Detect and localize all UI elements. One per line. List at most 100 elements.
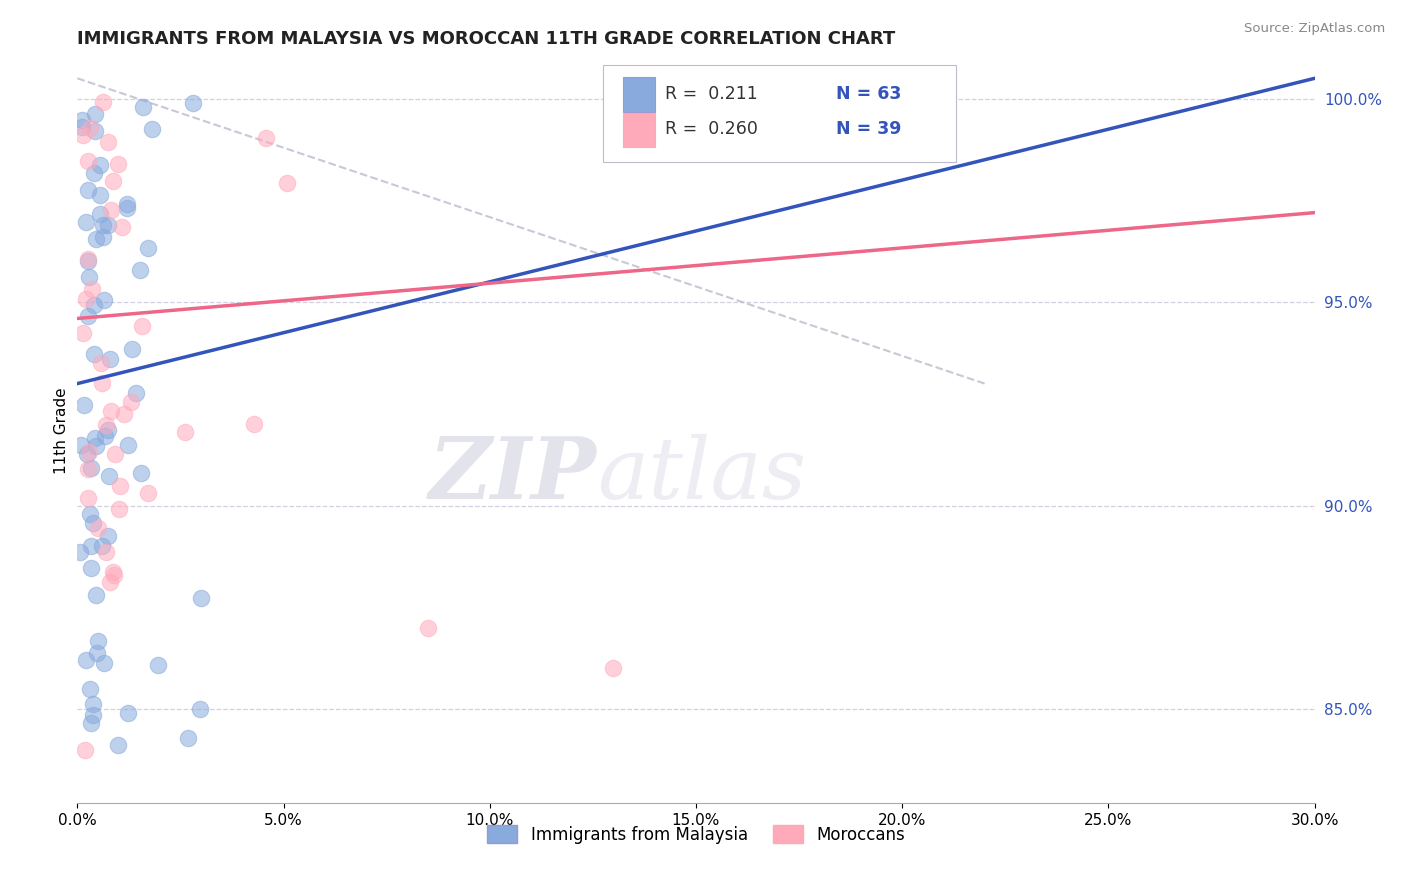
- Point: [77, 270, 100, 285]
- Legend: Immigrants from Malaysia, Moroccans: Immigrants from Malaysia, Moroccans: [481, 819, 911, 850]
- FancyBboxPatch shape: [623, 113, 655, 147]
- Point: [96, 218, 118, 232]
- FancyBboxPatch shape: [603, 65, 956, 162]
- Point: [75, 215, 97, 229]
- Point: [103, 568, 125, 582]
- Point: [83, 347, 105, 361]
- Point: [129, 262, 152, 277]
- Point: [70, 120, 93, 134]
- Point: [80, 716, 103, 731]
- Point: [83, 165, 105, 179]
- Point: [77, 253, 100, 268]
- Point: [190, 591, 212, 605]
- Point: [93, 293, 115, 307]
- Point: [76, 252, 98, 266]
- Point: [72, 326, 94, 340]
- Point: [131, 318, 153, 333]
- Point: [90, 376, 112, 390]
- Text: R =  0.211: R = 0.211: [665, 85, 758, 103]
- Point: [93, 657, 115, 671]
- Point: [243, 417, 266, 432]
- Point: [80, 282, 103, 296]
- Point: [83, 124, 105, 138]
- Point: [602, 661, 624, 675]
- Point: [177, 731, 200, 745]
- Point: [136, 242, 159, 256]
- Text: R =  0.260: R = 0.260: [665, 120, 758, 138]
- Point: [108, 501, 131, 516]
- Point: [70, 112, 93, 127]
- Point: [146, 658, 169, 673]
- Point: [100, 404, 122, 418]
- Point: [90, 539, 112, 553]
- Point: [83, 106, 105, 120]
- Point: [86, 646, 108, 660]
- Point: [89, 188, 111, 202]
- Point: [90, 356, 112, 370]
- Point: [87, 521, 110, 535]
- Point: [117, 706, 139, 721]
- Point: [87, 633, 110, 648]
- Point: [120, 395, 142, 409]
- Point: [98, 352, 121, 367]
- Point: [76, 447, 98, 461]
- Point: [80, 539, 103, 553]
- Point: [83, 298, 105, 312]
- Point: [75, 743, 97, 757]
- Point: [110, 479, 132, 493]
- Point: [82, 516, 104, 531]
- Point: [104, 447, 127, 461]
- Text: N = 63: N = 63: [835, 85, 901, 103]
- Point: [89, 207, 111, 221]
- Text: N = 39: N = 39: [835, 120, 901, 138]
- Point: [80, 560, 103, 574]
- Point: [181, 95, 204, 110]
- Point: [79, 120, 101, 135]
- Point: [416, 621, 439, 635]
- Point: [121, 342, 143, 356]
- Point: [94, 429, 117, 443]
- Point: [141, 122, 163, 136]
- Point: [91, 229, 114, 244]
- Point: [117, 202, 139, 216]
- Point: [91, 95, 114, 110]
- Point: [111, 220, 134, 235]
- Point: [89, 158, 111, 172]
- Point: [72, 128, 94, 142]
- Point: [101, 566, 124, 580]
- Point: [94, 545, 117, 559]
- Text: IMMIGRANTS FROM MALAYSIA VS MOROCCAN 11TH GRADE CORRELATION CHART: IMMIGRANTS FROM MALAYSIA VS MOROCCAN 11T…: [77, 30, 896, 48]
- Text: ZIP: ZIP: [429, 434, 598, 516]
- Point: [96, 423, 118, 437]
- Point: [190, 702, 212, 716]
- Point: [79, 681, 101, 696]
- Point: [75, 653, 97, 667]
- Y-axis label: 11th Grade: 11th Grade: [53, 387, 69, 474]
- Point: [76, 491, 98, 506]
- FancyBboxPatch shape: [623, 78, 655, 112]
- Point: [125, 385, 148, 400]
- Point: [132, 100, 155, 114]
- Point: [103, 174, 125, 188]
- Point: [100, 203, 122, 218]
- Point: [77, 444, 100, 458]
- Point: [84, 588, 107, 602]
- Point: [76, 462, 98, 476]
- Point: [80, 461, 103, 475]
- Point: [107, 157, 129, 171]
- Point: [129, 466, 152, 480]
- Point: [276, 176, 298, 190]
- Point: [72, 399, 94, 413]
- Point: [97, 529, 120, 543]
- Point: [100, 574, 122, 589]
- Point: [77, 309, 100, 323]
- Point: [94, 418, 117, 433]
- Point: [174, 425, 197, 440]
- Point: [69, 545, 91, 559]
- Point: [82, 697, 104, 711]
- Point: [117, 437, 139, 451]
- Point: [97, 469, 120, 483]
- Point: [76, 153, 98, 168]
- Point: [79, 508, 101, 522]
- Point: [75, 292, 97, 306]
